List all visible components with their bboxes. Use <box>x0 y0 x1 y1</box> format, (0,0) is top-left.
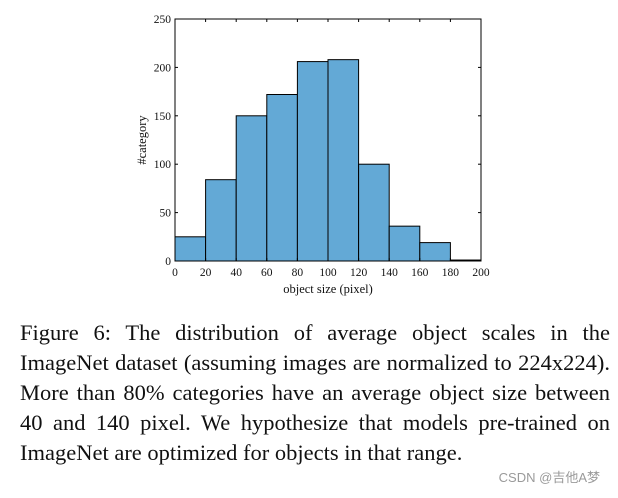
y-tick-label: 200 <box>154 62 172 74</box>
x-tick-label: 160 <box>411 267 429 279</box>
histogram-bar <box>266 94 298 262</box>
y-tick-label: 0 <box>165 256 171 268</box>
histogram-bar <box>327 59 360 262</box>
figure-caption: Figure 6: The distribution of average ob… <box>20 320 610 465</box>
object-size-histogram: 0 20 40 60 80 100 120 140 160 180 200 0 50 100 150 200 2… <box>135 14 490 296</box>
histogram-bar <box>296 61 329 262</box>
histogram-bar <box>358 163 390 262</box>
histogram-bar <box>388 225 421 262</box>
x-tick-label: 40 <box>230 267 242 279</box>
histogram-bar <box>419 242 451 262</box>
y-tick-label: 100 <box>154 159 172 171</box>
x-tick-label: 0 <box>172 267 178 279</box>
y-axis-label: #category <box>135 115 149 165</box>
x-tick-label: 140 <box>381 267 399 279</box>
histogram-bar <box>174 236 207 262</box>
x-tick-label: 60 <box>261 267 273 279</box>
x-tick-label: 80 <box>292 267 304 279</box>
histogram-figure: 0 20 40 60 80 100 120 140 160 180 200 0 50 100 150 200 2… <box>135 14 490 296</box>
x-axis-label: object size (pixel) <box>283 282 373 296</box>
x-tick-label: 120 <box>350 267 368 279</box>
y-tick-label: 50 <box>160 208 172 220</box>
watermark: CSDN @吉他A梦 <box>498 470 600 485</box>
y-tick-label: 150 <box>154 111 172 123</box>
x-tick-label: 200 <box>472 267 490 279</box>
x-tick-label: 180 <box>442 267 460 279</box>
x-tick-label: 20 <box>200 267 212 279</box>
histogram-bar <box>235 115 268 262</box>
x-tick-label: 100 <box>319 267 337 279</box>
y-tick-label: 250 <box>154 14 172 26</box>
histogram-bar <box>205 179 237 262</box>
